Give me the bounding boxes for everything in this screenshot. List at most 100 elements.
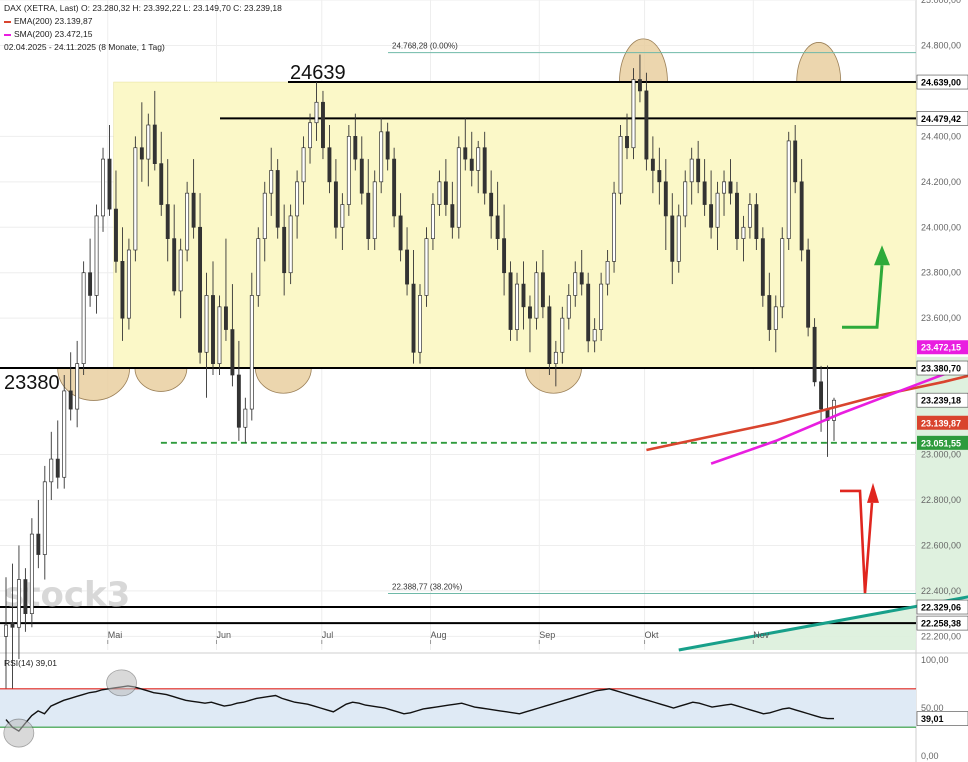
- candle-body: [612, 192, 617, 262]
- candle-body: [133, 147, 138, 251]
- candle-body: [663, 181, 668, 217]
- price-badge-label: 23.239,18: [921, 396, 961, 406]
- candle-body: [23, 579, 28, 614]
- candle-body: [605, 261, 610, 285]
- price-tick-label: 22.200,00: [921, 631, 961, 641]
- candle-body: [657, 170, 662, 183]
- candle-body: [553, 351, 558, 364]
- candle-body: [786, 140, 791, 239]
- price-tick-label: 23.800,00: [921, 268, 961, 278]
- candle-body: [741, 226, 746, 239]
- candle-body: [676, 215, 681, 262]
- rsi-line: [5, 685, 834, 732]
- price-badge-box: [916, 74, 968, 90]
- candle-body: [223, 306, 228, 330]
- candle-body: [819, 381, 824, 410]
- candle-body: [42, 481, 47, 555]
- candle-body: [579, 272, 584, 285]
- candle-body: [689, 158, 694, 183]
- candle-body: [735, 192, 739, 239]
- candle-body: [288, 215, 293, 274]
- ema-label-text: EMA(200) 23.139,87: [14, 16, 93, 26]
- rsi-pane: RSI(14) 39,01 100,00 50,00 0,00 39,01: [0, 655, 968, 761]
- candle-body: [696, 158, 701, 183]
- candle-body: [107, 158, 112, 210]
- candle-body: [469, 158, 474, 171]
- candle-body: [683, 181, 688, 217]
- candle-body: [101, 158, 105, 217]
- arrow-red-head: [867, 482, 879, 503]
- candle-body: [49, 458, 54, 483]
- candle-body: [301, 147, 306, 183]
- candle-body: [94, 215, 99, 296]
- arrow-up-green-head: [874, 245, 890, 266]
- candle-body: [754, 204, 759, 239]
- candle-body: [476, 147, 481, 171]
- highlight-zones: [57, 38, 968, 650]
- candle-body: [482, 147, 487, 194]
- candlesticks: [4, 54, 836, 705]
- candle-body: [152, 124, 157, 164]
- price-badge-box: [917, 415, 968, 430]
- candle-body: [405, 249, 410, 285]
- price-tick-label: 24.000,00: [921, 222, 961, 232]
- candle-body: [75, 363, 80, 410]
- price-badge-label: 22.258,38: [921, 619, 961, 629]
- candle-body: [126, 249, 131, 319]
- price-badge-label: 24.639,00: [921, 78, 961, 88]
- candle-body: [172, 238, 177, 292]
- arrow-red: [840, 489, 874, 594]
- candle-body: [586, 283, 591, 342]
- candle-body: [204, 295, 209, 353]
- candle-body: [327, 147, 332, 183]
- candle-body: [139, 147, 144, 160]
- bounce-marker: [525, 367, 582, 394]
- price-badge-box: [917, 340, 968, 355]
- rsi-tick-label: 100,00: [921, 655, 949, 665]
- rsi-title-label: RSI(14) 39,01: [4, 658, 57, 668]
- bounce-marker: [254, 367, 312, 394]
- candle-body: [243, 408, 248, 428]
- candle-body: [366, 192, 371, 239]
- candle-body: [806, 249, 811, 328]
- candle-body: [346, 136, 351, 205]
- candle-body: [230, 329, 235, 376]
- candle-body: [36, 533, 41, 555]
- candle-body: [812, 326, 817, 383]
- candle-body: [709, 204, 714, 228]
- candle-body: [379, 131, 384, 183]
- month-label: Sep: [539, 630, 555, 640]
- price-badge-label: 23.380,70: [921, 364, 961, 374]
- uptrend-zone: [678, 356, 968, 650]
- candle-body: [799, 181, 804, 251]
- candle-body: [547, 306, 552, 364]
- candle-body: [4, 624, 8, 637]
- candle-body: [495, 215, 500, 239]
- price-tick-label: 23.000,00: [921, 450, 961, 460]
- candle-body: [120, 261, 125, 319]
- level-label-top: 24639: [290, 62, 346, 84]
- rsi-oversold-marker: [3, 718, 35, 748]
- candle-body: [443, 181, 448, 205]
- header-symbol-line: DAX (XETRA, Last) O: 23.280,32 H: 23.392…: [4, 3, 282, 13]
- candle-body: [29, 533, 34, 614]
- candle-body: [398, 215, 403, 251]
- candle-body: [146, 124, 151, 160]
- candle-body: [793, 140, 798, 183]
- candle-body: [198, 226, 203, 353]
- candle-body: [321, 101, 325, 149]
- candle-body: [715, 192, 720, 228]
- fib-label-bottom: 22.388,77 (38.20%): [392, 582, 463, 591]
- month-label: Jun: [217, 630, 232, 640]
- candle-body: [275, 170, 280, 228]
- candle-body: [573, 272, 578, 296]
- candle-body: [418, 295, 422, 353]
- candle-body: [353, 136, 358, 160]
- candle-body: [88, 272, 93, 296]
- candle-body: [773, 306, 778, 330]
- candle-body: [424, 238, 429, 296]
- candle-body: [185, 192, 190, 251]
- candle-body: [832, 399, 836, 421]
- candle-body: [722, 181, 726, 194]
